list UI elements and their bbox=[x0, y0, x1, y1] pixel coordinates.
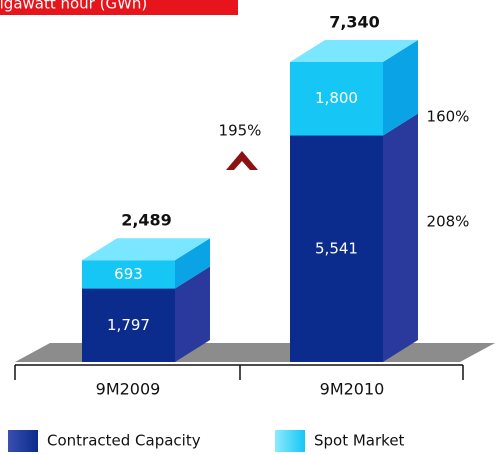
growth-annotation: 195% bbox=[219, 122, 262, 140]
title-box bbox=[0, 0, 238, 15]
x-tick-label: 9M2010 bbox=[320, 380, 385, 399]
bar-top bbox=[82, 238, 210, 261]
bar-segment bbox=[82, 260, 175, 289]
bar-segment bbox=[290, 135, 383, 362]
growth-annotation: 208% bbox=[427, 213, 470, 231]
growth-annotation: 160% bbox=[427, 108, 470, 126]
value-label: 1,800 bbox=[315, 89, 358, 107]
legend-label: Contracted Capacity bbox=[47, 432, 201, 450]
legend-label: Spot Market bbox=[314, 432, 405, 450]
x-tick-label: 9M2009 bbox=[96, 380, 161, 399]
value-label: 693 bbox=[114, 265, 143, 283]
legend-swatch bbox=[275, 430, 305, 452]
value-label: 1,797 bbox=[107, 316, 150, 334]
total-label: 7,340 bbox=[329, 12, 380, 31]
bar-side bbox=[175, 266, 210, 362]
chart-title: Gigawatt hour (GWh) bbox=[0, 0, 147, 13]
legend-swatch bbox=[8, 430, 38, 452]
total-label: 2,489 bbox=[121, 211, 172, 230]
bar-side bbox=[383, 113, 418, 362]
bar-segment bbox=[290, 61, 383, 136]
bar-side bbox=[175, 238, 210, 289]
value-label: 5,541 bbox=[315, 239, 358, 257]
bar-top bbox=[290, 39, 418, 62]
growth-chevron bbox=[226, 151, 258, 170]
bar-segment bbox=[82, 288, 175, 362]
bar-side bbox=[383, 39, 418, 136]
